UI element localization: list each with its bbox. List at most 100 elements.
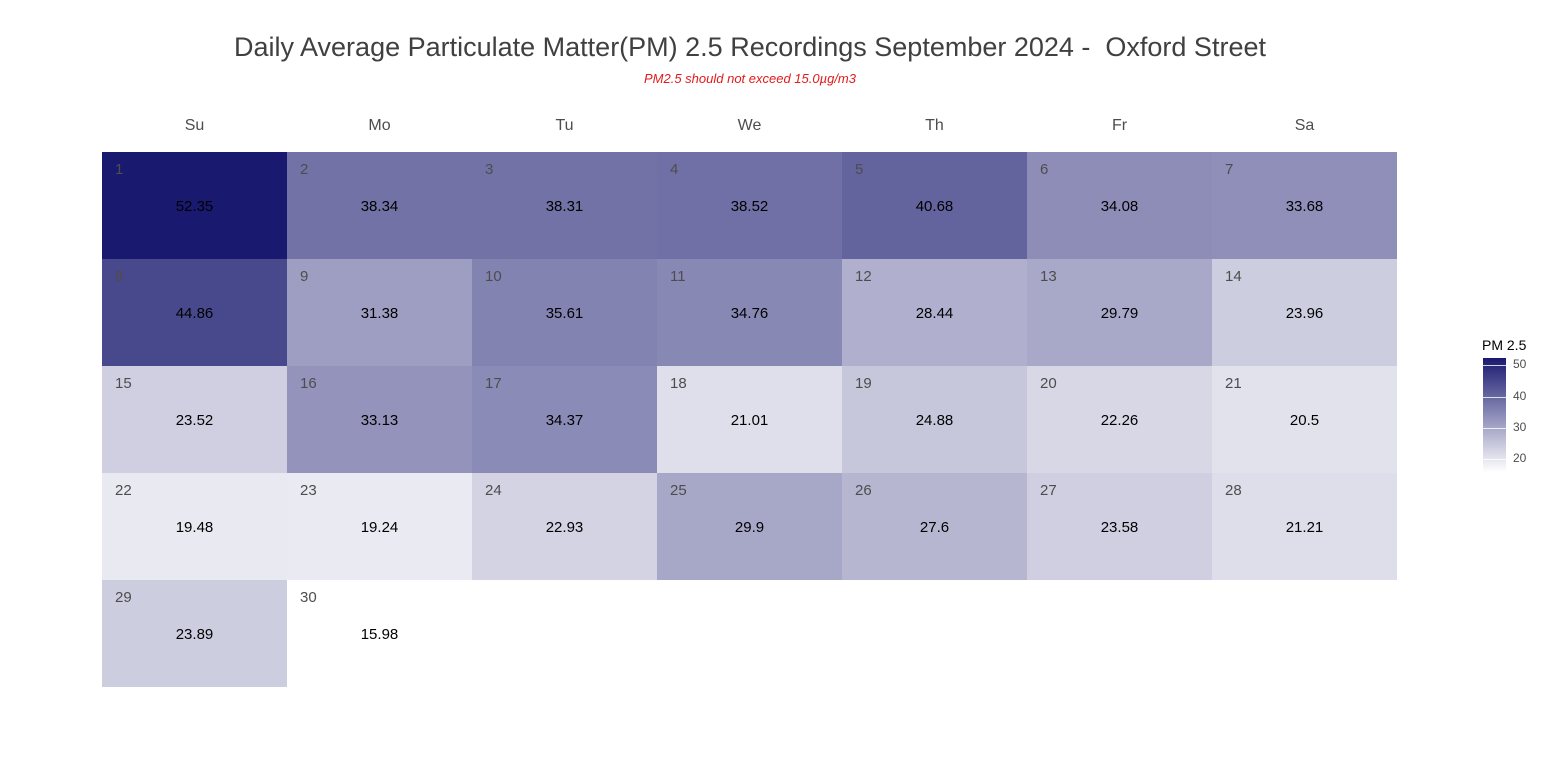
day-number: 1: [115, 161, 124, 178]
day-number: 3: [485, 161, 494, 178]
legend-tick-mark: [1483, 428, 1506, 430]
heatmap-cell: 8 44.86: [102, 259, 287, 366]
heatmap-cell: 26 27.6: [842, 473, 1027, 580]
heatmap-cell: 18 21.01: [657, 366, 842, 473]
day-number: 22: [115, 482, 132, 499]
legend-tick-mark: [1483, 459, 1506, 461]
day-number: 15: [115, 375, 132, 392]
weekday-label-su: Su: [184, 117, 205, 134]
value-label: 38.34: [360, 198, 399, 215]
heatmap-cell: 3 38.31: [472, 152, 657, 259]
value-label: 23.96: [1285, 305, 1324, 322]
value-label: 22.93: [545, 519, 584, 536]
value-label: 29.79: [1100, 305, 1139, 322]
value-label: 29.9: [734, 519, 765, 536]
day-number: 12: [855, 268, 872, 285]
heatmap-cell: 22 19.48: [102, 473, 287, 580]
day-number: 9: [300, 268, 309, 285]
heatmap-cell: 15 23.52: [102, 366, 287, 473]
day-number: 17: [485, 375, 502, 392]
heatmap-cell: 1 52.35: [102, 152, 287, 259]
heatmap-cell: 7 33.68: [1212, 152, 1397, 259]
weekday-label-sa: Sa: [1294, 117, 1315, 134]
day-number: 21: [1225, 375, 1242, 392]
day-number: 8: [115, 268, 124, 285]
legend-title: PM 2.5: [1482, 337, 1527, 353]
heatmap-cell: 13 29.79: [1027, 259, 1212, 366]
value-label: 38.31: [545, 198, 584, 215]
weekday-label-fr: Fr: [1111, 117, 1128, 134]
legend-tick-label: 20: [1513, 451, 1527, 466]
day-number: 27: [1040, 482, 1057, 499]
value-label: 34.76: [730, 305, 769, 322]
value-label: 21.21: [1285, 519, 1324, 536]
weekday-label-we: We: [737, 117, 762, 134]
day-number: 16: [300, 375, 317, 392]
weekday-label-mo: Mo: [368, 117, 391, 134]
day-number: 7: [1225, 161, 1234, 178]
heatmap-cell: 19 24.88: [842, 366, 1027, 473]
weekday-label-th: Th: [925, 117, 944, 134]
value-label: 23.89: [175, 626, 214, 643]
value-label: 33.13: [360, 412, 399, 429]
heatmap-cell: 10 35.61: [472, 259, 657, 366]
value-label: 40.68: [915, 198, 954, 215]
heatmap-cell: 30 15.98: [287, 580, 472, 687]
value-label: 23.52: [175, 412, 214, 429]
value-label: 35.61: [545, 305, 584, 322]
day-number: 19: [855, 375, 872, 392]
heatmap-cell: 24 22.93: [472, 473, 657, 580]
day-number: 11: [670, 268, 686, 285]
value-label: 22.26: [1100, 412, 1139, 429]
value-label: 19.24: [360, 519, 399, 536]
legend-tick-label: 50: [1513, 357, 1527, 372]
chart-title: Daily Average Particulate Matter(PM) 2.5…: [234, 32, 1266, 62]
value-label: 23.58: [1100, 519, 1139, 536]
value-label: 19.48: [175, 519, 214, 536]
heatmap-cell: 2 38.34: [287, 152, 472, 259]
heatmap-cell: 16 33.13: [287, 366, 472, 473]
heatmap-cell: 9 31.38: [287, 259, 472, 366]
day-number: 10: [485, 268, 502, 285]
heatmap-cell: 29 23.89: [102, 580, 287, 687]
heatmap-cell: 25 29.9: [657, 473, 842, 580]
day-number: 13: [1040, 268, 1057, 285]
heatmap-cell: 21 20.5: [1212, 366, 1397, 473]
day-number: 20: [1040, 375, 1057, 392]
legend-tick-label: 40: [1513, 388, 1527, 403]
heatmap-cell: 23 19.24: [287, 473, 472, 580]
value-label: 15.98: [360, 626, 399, 643]
day-number: 24: [485, 482, 502, 499]
day-number: 29: [115, 589, 132, 606]
heatmap-cell: 28 21.21: [1212, 473, 1397, 580]
heatmap-cell: 27 23.58: [1027, 473, 1212, 580]
heatmap-cell: 6 34.08: [1027, 152, 1212, 259]
value-label: 28.44: [915, 305, 954, 322]
heatmap-cell: 12 28.44: [842, 259, 1027, 366]
heatmap-cell: 5 40.68: [842, 152, 1027, 259]
heatmap-cell: 4 38.52: [657, 152, 842, 259]
day-number: 5: [855, 161, 864, 178]
heatmap-cell: 14 23.96: [1212, 259, 1397, 366]
heatmap-cell: 11 34.76: [657, 259, 842, 366]
legend-color-bar: [1483, 358, 1506, 472]
weekday-label-tu: Tu: [555, 117, 574, 134]
value-label: 27.6: [919, 519, 950, 536]
value-label: 38.52: [730, 198, 769, 215]
value-label: 20.5: [1289, 412, 1320, 429]
heatmap-cell: 17 34.37: [472, 366, 657, 473]
value-label: 31.38: [360, 305, 399, 322]
heatmap-cell: 20 22.26: [1027, 366, 1212, 473]
value-label: 52.35: [175, 198, 214, 215]
day-number: 26: [855, 482, 872, 499]
chart-subtitle: PM2.5 should not exceed 15.0µg/m3: [643, 71, 856, 86]
day-number: 23: [300, 482, 317, 499]
day-number: 28: [1225, 482, 1242, 499]
value-label: 33.68: [1285, 198, 1324, 215]
legend-tick-mark: [1483, 396, 1506, 398]
value-label: 34.37: [545, 412, 584, 429]
day-number: 14: [1225, 268, 1242, 285]
legend-tick-label: 30: [1513, 420, 1527, 435]
day-number: 4: [670, 161, 679, 178]
day-number: 30: [300, 589, 317, 606]
